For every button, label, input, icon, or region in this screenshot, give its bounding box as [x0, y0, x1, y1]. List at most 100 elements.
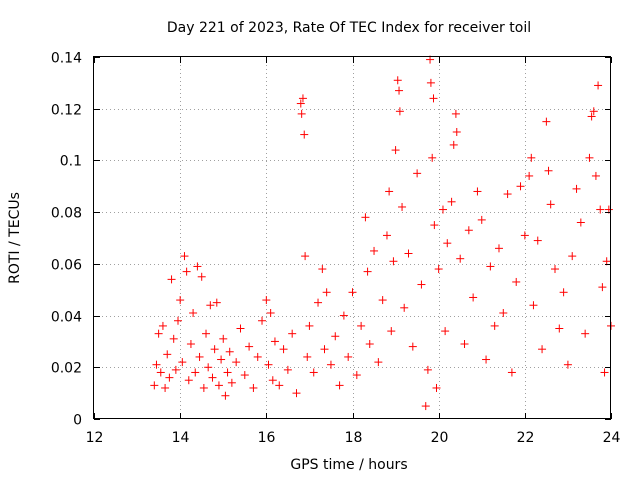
data-point	[596, 205, 605, 214]
data-point	[264, 360, 273, 369]
data-point	[161, 383, 170, 392]
data-point	[581, 329, 590, 338]
data-point	[559, 288, 568, 297]
data-point	[568, 252, 577, 261]
data-point	[268, 376, 277, 385]
data-point	[283, 365, 292, 374]
x-tick-label: 16	[258, 430, 276, 446]
data-point	[232, 358, 241, 367]
data-point	[503, 190, 512, 199]
data-point	[309, 368, 318, 377]
y-tick-label: 0.08	[51, 206, 82, 222]
data-point	[452, 127, 461, 136]
data-point	[154, 329, 163, 338]
data-point	[240, 371, 249, 380]
y-tick-label: 0.12	[51, 103, 82, 119]
data-point	[300, 130, 309, 139]
data-point	[227, 378, 236, 387]
y-tick-label: 0.14	[51, 51, 82, 67]
data-point	[382, 231, 391, 240]
data-point	[434, 265, 443, 274]
data-point	[279, 345, 288, 354]
data-point	[378, 296, 387, 305]
data-point	[499, 308, 508, 317]
data-point	[180, 252, 189, 261]
data-point	[473, 187, 482, 196]
data-point	[204, 363, 213, 372]
data-point	[292, 389, 301, 398]
data-point	[176, 296, 185, 305]
data-point	[512, 277, 521, 286]
data-point	[591, 171, 600, 180]
data-point	[344, 352, 353, 361]
y-tick-label: 0.04	[51, 310, 82, 326]
data-point	[486, 262, 495, 271]
data-point	[443, 239, 452, 248]
data-point	[525, 171, 534, 180]
data-point	[576, 218, 585, 227]
data-point	[193, 262, 202, 271]
data-point	[249, 383, 258, 392]
y-axis-label: ROTI / TECUs	[7, 192, 23, 284]
data-point	[428, 153, 437, 162]
data-point	[449, 140, 458, 149]
data-point	[438, 205, 447, 214]
data-point	[245, 342, 254, 351]
data-point	[219, 334, 228, 343]
data-point	[314, 298, 323, 307]
data-point	[165, 373, 174, 382]
data-point	[404, 249, 413, 258]
data-point	[298, 94, 307, 103]
data-point	[389, 257, 398, 266]
data-point	[538, 345, 547, 354]
data-point	[544, 166, 553, 175]
data-point	[305, 321, 314, 330]
data-point	[460, 340, 469, 349]
data-point	[262, 296, 271, 305]
data-point	[585, 153, 594, 162]
data-point	[494, 244, 503, 253]
data-point	[326, 360, 335, 369]
data-point	[413, 169, 422, 178]
data-point	[210, 345, 219, 354]
data-point	[546, 200, 555, 209]
data-point	[550, 265, 559, 274]
data-point	[208, 373, 217, 382]
data-point	[429, 94, 438, 103]
data-point	[395, 86, 404, 95]
data-point	[385, 187, 394, 196]
y-tick-label: 0.06	[51, 258, 82, 274]
data-point	[507, 368, 516, 377]
data-point	[357, 321, 366, 330]
data-point	[212, 298, 221, 307]
data-point	[167, 275, 176, 284]
x-tick-label: 18	[345, 430, 363, 446]
data-point	[398, 202, 407, 211]
data-point	[600, 368, 609, 377]
data-point	[270, 337, 279, 346]
x-tick-label: 14	[172, 430, 190, 446]
data-point	[339, 311, 348, 320]
data-point	[158, 321, 167, 330]
y-tick-label: 0.1	[60, 154, 82, 170]
data-point	[423, 365, 432, 374]
data-point	[464, 226, 473, 235]
data-point	[365, 340, 374, 349]
data-point	[598, 283, 607, 292]
data-point	[374, 358, 383, 367]
data-point	[520, 231, 529, 240]
data-point	[361, 213, 370, 222]
data-point	[195, 352, 204, 361]
x-tick-label: 22	[517, 430, 535, 446]
data-point	[202, 329, 211, 338]
data-points	[150, 55, 615, 411]
data-point	[186, 340, 195, 349]
data-point	[214, 381, 223, 390]
data-point	[303, 352, 312, 361]
data-point	[490, 321, 499, 330]
data-point	[174, 316, 183, 325]
data-point	[400, 303, 409, 312]
data-point	[563, 360, 572, 369]
data-point	[533, 236, 542, 245]
data-point	[482, 355, 491, 364]
